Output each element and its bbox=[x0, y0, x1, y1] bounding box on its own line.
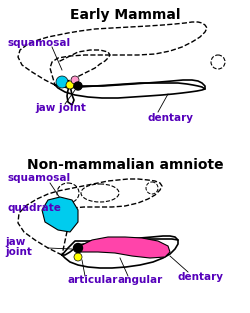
Circle shape bbox=[74, 82, 82, 90]
Text: jaw: jaw bbox=[5, 237, 25, 247]
Text: quadrate: quadrate bbox=[8, 203, 62, 213]
Text: jaw joint: jaw joint bbox=[35, 103, 86, 113]
Circle shape bbox=[71, 76, 79, 84]
Text: dentary: dentary bbox=[148, 113, 194, 123]
Text: dentary: dentary bbox=[178, 272, 224, 282]
Text: joint: joint bbox=[5, 247, 32, 257]
Text: squamosal: squamosal bbox=[8, 173, 71, 183]
Text: Non-mammalian amniote: Non-mammalian amniote bbox=[27, 158, 223, 172]
Polygon shape bbox=[42, 197, 78, 232]
Text: Early Mammal: Early Mammal bbox=[70, 8, 180, 22]
Circle shape bbox=[66, 81, 74, 89]
Circle shape bbox=[74, 244, 82, 253]
Text: squamosal: squamosal bbox=[8, 38, 71, 48]
Circle shape bbox=[74, 253, 82, 261]
Polygon shape bbox=[78, 237, 170, 258]
Circle shape bbox=[56, 76, 68, 88]
Text: angular: angular bbox=[118, 275, 163, 285]
Text: articular: articular bbox=[68, 275, 118, 285]
